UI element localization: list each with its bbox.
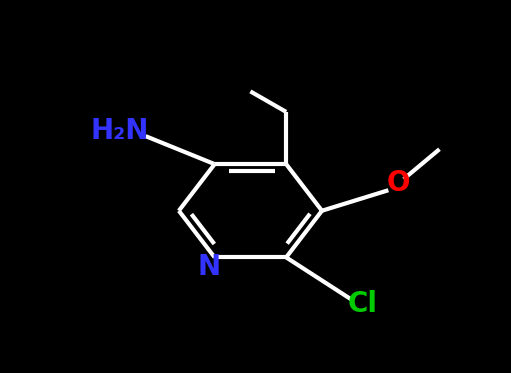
Text: H₂N: H₂N bbox=[91, 116, 149, 145]
Text: N: N bbox=[198, 253, 221, 281]
Text: O: O bbox=[387, 169, 410, 197]
Text: Cl: Cl bbox=[348, 290, 378, 318]
